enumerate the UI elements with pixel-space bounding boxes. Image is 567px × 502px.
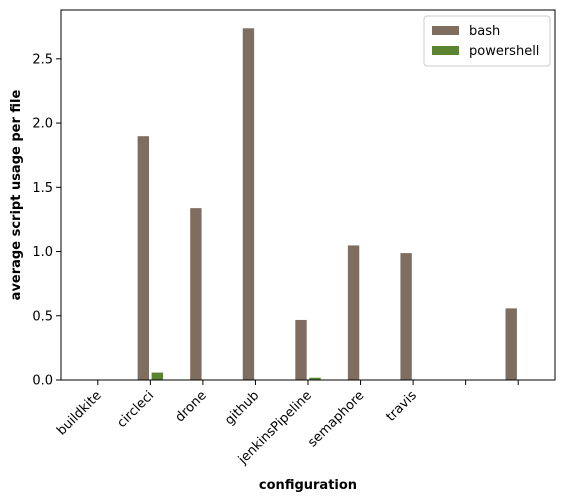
- legend-label-bash: bash: [469, 24, 500, 39]
- y-axis: 0.0 0.5 1.0 1.5 2.0 2.5: [32, 52, 61, 389]
- bar-bash-4: [294, 319, 308, 381]
- bars-layer: [137, 27, 518, 381]
- x-tick-label: semaphore: [305, 388, 367, 450]
- bar-bash-5: [347, 244, 360, 381]
- y-tick-label: 0.0: [32, 374, 53, 389]
- y-tick-label: 2.5: [32, 52, 53, 67]
- x-tick-label: buildkite: [54, 388, 104, 438]
- bar-bash-6: [399, 252, 413, 381]
- legend: bash powershell: [423, 15, 551, 67]
- bar-bash-1: [137, 135, 150, 381]
- y-axis-label: average script usage per file: [9, 90, 24, 301]
- bar-bash-3: [242, 27, 255, 381]
- x-axis: buildkite circleci drone githubjenkinsPipel…: [54, 380, 519, 468]
- x-tick-label: github: [222, 388, 262, 428]
- y-tick-label: 1.0: [32, 245, 53, 260]
- y-tick-label: 2.0: [32, 117, 53, 132]
- y-tick-label: 0.5: [32, 309, 53, 324]
- legend-label-powershell: powershell: [469, 44, 539, 59]
- bar-powershell-1: [151, 371, 164, 381]
- legend-swatch-bash: [432, 26, 459, 35]
- x-tick-label: drone: [173, 388, 210, 425]
- legend-swatch-powershell: [432, 46, 459, 55]
- x-tick-label: circleci: [114, 388, 157, 431]
- y-tick-label: 1.5: [32, 181, 53, 196]
- bar-bash-2: [189, 207, 203, 381]
- x-tick-label: travis: [384, 388, 421, 425]
- x-axis-label: configuration: [259, 478, 357, 493]
- bar-bash-8: [504, 307, 518, 381]
